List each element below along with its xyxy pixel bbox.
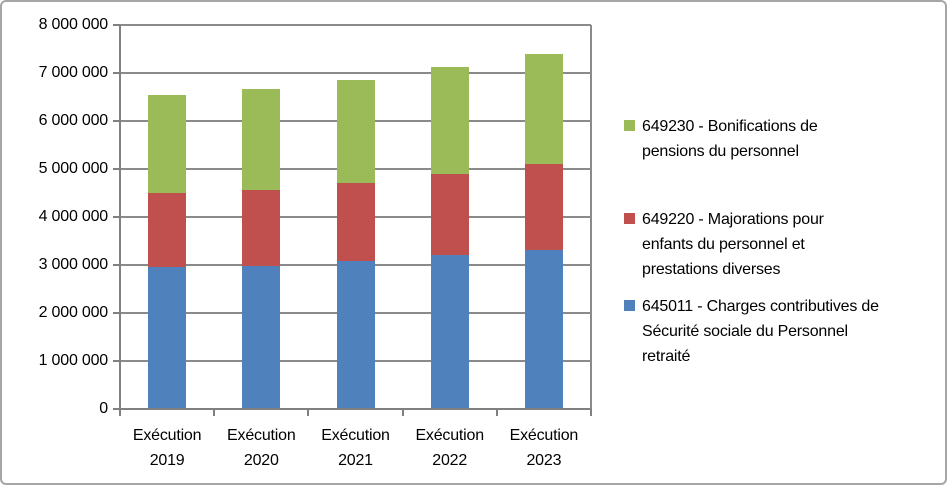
x-axis-tick-mark <box>401 409 404 416</box>
bar-segment-645011-2022[interactable] <box>430 255 469 409</box>
legend-label-line: Sécurité sociale du Personnel <box>642 323 848 340</box>
legend-label-line: enfants du personnel et <box>642 236 805 253</box>
x-axis-label-line2: 2020 <box>243 452 279 469</box>
x-axis-label-line2: 2021 <box>338 452 373 469</box>
bar-segment-645011-2023[interactable] <box>524 249 563 409</box>
legend-label-line: pensions du personnel <box>642 143 799 160</box>
y-axis-tick-label: 3 000 000 <box>38 256 109 273</box>
bar-segment-649220-2023[interactable] <box>524 164 563 250</box>
y-axis-tick-mark <box>113 72 120 74</box>
x-axis-label-line2: 2023 <box>526 452 562 469</box>
bar-segment-649230-2020[interactable] <box>242 88 281 190</box>
x-axis-label-line2: 2022 <box>432 452 468 469</box>
x-axis-label: Exécution 2020 <box>214 423 308 473</box>
bar-segment-649230-2023[interactable] <box>524 54 563 165</box>
legend-label: 649230 - Bonifications de pensions du per… <box>642 114 937 164</box>
y-axis-tick-label: 4 000 000 <box>38 208 109 225</box>
y-axis-tick-mark <box>113 408 120 410</box>
legend-marker-649220 <box>624 213 635 224</box>
x-axis-tick-mark <box>307 409 310 416</box>
bar-segment-649220-2021[interactable] <box>336 182 375 262</box>
bar-segment-649230-2021[interactable] <box>336 79 375 183</box>
y-axis-tick-label: 1 000 000 <box>38 352 109 369</box>
legend-entry-649220[interactable]: 649220 - Majorations pour enfants du pers… <box>622 207 937 282</box>
y-axis-tick-label: 0 <box>99 400 108 417</box>
y-axis-tick-label: 7 000 000 <box>38 64 109 81</box>
y-axis-tick-mark <box>113 264 120 266</box>
x-axis-label: Exécution 2022 <box>403 423 497 473</box>
bar-segment-649230-2019[interactable] <box>148 94 187 193</box>
y-axis-tick-label: 6 000 000 <box>38 112 109 129</box>
legend-marker-645011 <box>624 300 635 311</box>
x-axis-label: Exécution 2023 <box>497 423 591 473</box>
bar-segment-649220-2020[interactable] <box>242 189 281 266</box>
bar-segment-645011-2019[interactable] <box>148 267 187 409</box>
x-axis-tick-mark <box>119 409 121 416</box>
x-axis-line <box>119 408 592 410</box>
legend-entry-645011[interactable]: 645011 - Charges contributives de Sécurit… <box>622 294 937 369</box>
x-axis-label-line1: Exécution <box>509 427 579 444</box>
y-axis-tick-mark <box>113 312 120 314</box>
y-axis-tick-label: 8 000 000 <box>38 16 109 33</box>
legend-label-line: 649230 - Bonifications de <box>642 118 818 135</box>
x-axis-tick-mark <box>213 409 216 416</box>
legend-label-line: retraité <box>642 348 691 365</box>
y-axis-tick-label: 5 000 000 <box>38 160 109 177</box>
y-axis-tick-mark <box>113 216 120 218</box>
x-axis-label-line1: Exécution <box>227 427 296 444</box>
bar-segment-649230-2022[interactable] <box>430 66 469 175</box>
x-axis-label-line1: Exécution <box>321 427 390 444</box>
y-axis-tick-mark <box>113 360 120 362</box>
gridline <box>120 72 591 74</box>
legend-label-line: 649220 - Majorations pour <box>642 211 824 228</box>
legend-label: 649220 - Majorations pour enfants du pers… <box>642 207 937 282</box>
legend-marker-649230 <box>624 120 635 131</box>
legend-entry-649230[interactable]: 649230 - Bonifications de pensions du per… <box>622 114 937 164</box>
y-axis-tick-mark <box>113 24 120 26</box>
x-axis-label: Exécution 2019 <box>120 423 214 473</box>
y-axis-tick-mark <box>113 120 120 122</box>
plot-right-border <box>590 25 592 410</box>
bar-segment-649220-2022[interactable] <box>430 174 469 256</box>
legend-label-line: 645011 - Charges contributives de <box>642 298 879 315</box>
legend-label-line: prestations diverses <box>642 261 781 278</box>
bar-segment-645011-2021[interactable] <box>336 261 375 409</box>
x-axis-label-line1: Exécution <box>132 427 202 444</box>
y-axis-line <box>119 25 121 410</box>
gridline <box>120 24 591 26</box>
y-axis-tick-label: 2 000 000 <box>38 304 109 321</box>
y-axis-tick-mark <box>113 168 120 170</box>
x-axis-label-line1: Exécution <box>415 427 484 444</box>
x-axis-label-line2: 2019 <box>149 452 185 469</box>
bar-segment-645011-2020[interactable] <box>242 265 281 409</box>
bar-segment-649220-2019[interactable] <box>148 193 187 268</box>
legend-label: 645011 - Charges contributives de Sécurit… <box>642 294 937 369</box>
x-axis-tick-mark <box>495 409 498 416</box>
x-axis-tick-mark <box>590 409 592 416</box>
x-axis-label: Exécution 2021 <box>308 423 402 473</box>
